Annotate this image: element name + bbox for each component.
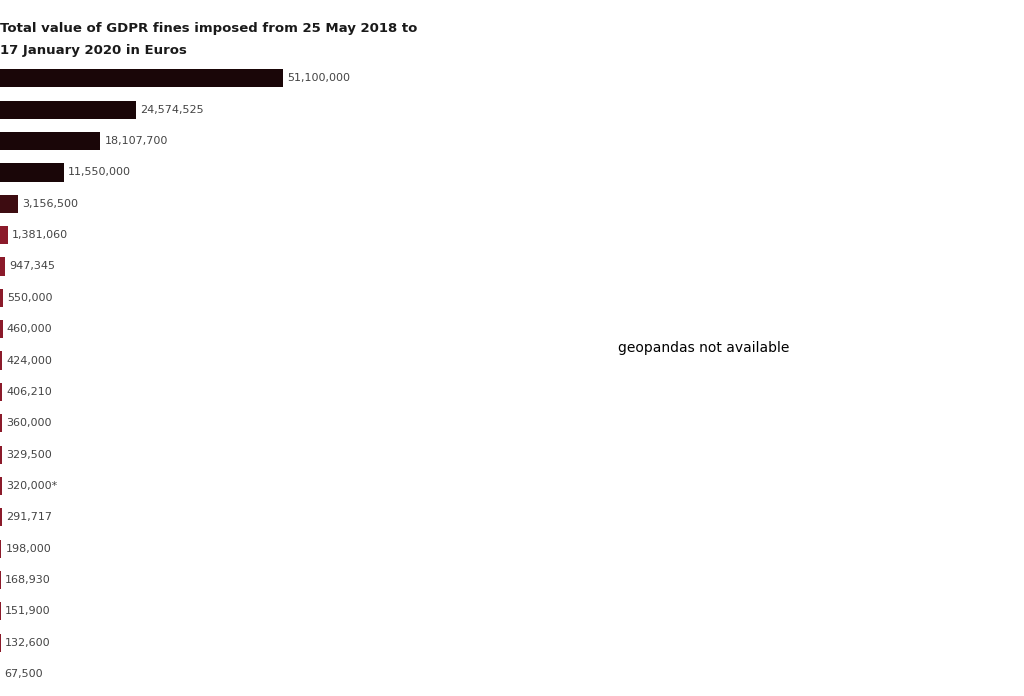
Text: 550,000: 550,000 (7, 293, 53, 303)
Text: 51,100,000: 51,100,000 (288, 73, 350, 84)
Text: 3,156,500: 3,156,500 (22, 199, 78, 209)
Bar (0, 414, 2, 432)
Bar (0, 289, 3, 307)
Text: 460,000: 460,000 (7, 324, 52, 334)
Text: 11,550,000: 11,550,000 (69, 168, 131, 177)
Text: 329,500: 329,500 (6, 450, 52, 459)
Bar (0, 132, 100, 150)
Text: 67,500: 67,500 (5, 669, 43, 679)
Bar (0, 508, 2, 526)
Text: 198,000: 198,000 (5, 544, 51, 553)
Bar (0, 383, 2, 401)
Text: 424,000: 424,000 (6, 356, 52, 365)
Text: 1,381,060: 1,381,060 (12, 230, 68, 240)
Text: 151,900: 151,900 (5, 606, 51, 617)
Text: 947,345: 947,345 (9, 262, 55, 271)
Bar (0, 195, 17, 213)
Bar (0, 226, 7, 244)
Text: 132,600: 132,600 (5, 638, 50, 648)
Bar (0, 445, 2, 464)
Bar (0, 320, 2, 338)
Text: 291,717: 291,717 (6, 512, 52, 522)
Bar (0, 351, 2, 370)
Text: 168,930: 168,930 (5, 575, 51, 585)
Text: 320,000*: 320,000* (6, 481, 57, 491)
Bar (0, 70, 284, 88)
Text: 17 January 2020 in Euros: 17 January 2020 in Euros (0, 44, 186, 57)
Bar (0, 477, 2, 495)
Text: Total value of GDPR fines imposed from 25 May 2018 to: Total value of GDPR fines imposed from 2… (0, 22, 418, 35)
Bar (0, 101, 136, 119)
Text: 24,574,525: 24,574,525 (140, 104, 204, 115)
Text: 360,000: 360,000 (6, 418, 52, 428)
Text: 406,210: 406,210 (6, 387, 52, 397)
Text: 18,107,700: 18,107,700 (104, 136, 168, 146)
Text: geopandas not available: geopandas not available (618, 341, 790, 355)
Bar (0, 164, 65, 182)
Bar (0, 258, 5, 276)
Bar (0, 539, 1, 557)
